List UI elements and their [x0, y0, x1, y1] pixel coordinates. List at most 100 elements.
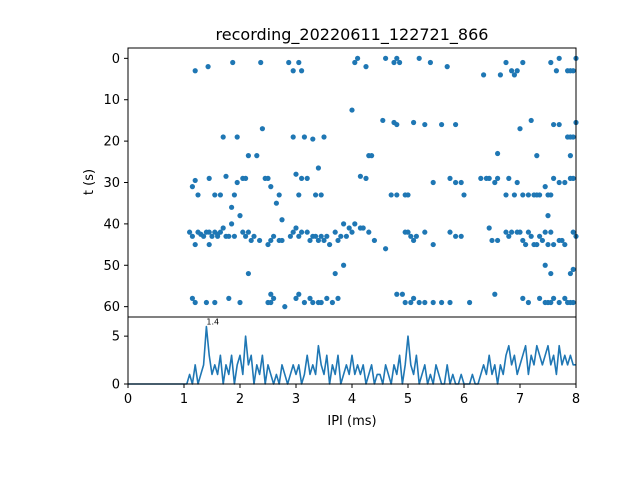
raster-point: [520, 59, 526, 66]
raster-point: [231, 233, 237, 239]
raster-point: [206, 229, 212, 235]
raster-point: [567, 68, 574, 74]
raster-point: [369, 153, 375, 159]
raster-point: [315, 165, 321, 171]
raster-point: [187, 229, 193, 235]
raster-point: [268, 237, 274, 244]
raster-point: [318, 192, 324, 198]
histogram-line: [128, 325, 576, 385]
raster-point: [290, 229, 296, 235]
raster-point: [192, 177, 198, 184]
raster-point: [307, 295, 313, 301]
raster-point: [405, 192, 411, 198]
raster-point: [301, 134, 307, 140]
raster-point: [486, 225, 492, 231]
raster-point: [201, 233, 207, 239]
raster-point: [537, 192, 543, 198]
raster-point: [486, 175, 492, 181]
raster-point: [405, 229, 411, 235]
raster-point: [458, 233, 464, 239]
raster-point: [525, 192, 532, 198]
raster-point: [206, 241, 212, 248]
raster-point: [551, 241, 557, 248]
raster-point: [332, 229, 338, 235]
raster-point: [296, 192, 302, 198]
raster-point: [567, 270, 574, 277]
raster-point: [391, 59, 397, 66]
raster-point: [397, 59, 403, 66]
histogram-x-tick-label: 4: [348, 392, 356, 407]
raster-point: [570, 134, 576, 140]
raster-point: [548, 192, 554, 198]
raster-point: [245, 153, 251, 159]
raster-point: [268, 299, 274, 306]
raster-point: [411, 237, 417, 244]
raster-point: [447, 175, 453, 181]
raster-point: [346, 225, 352, 231]
raster-point: [293, 225, 299, 231]
raster-point: [416, 299, 422, 306]
histogram-x-tick-label: 8: [572, 392, 580, 407]
raster-point: [408, 299, 414, 306]
raster-point: [189, 184, 195, 190]
raster-point: [257, 237, 263, 244]
raster-point: [265, 241, 271, 248]
raster-point: [324, 295, 330, 301]
raster-point: [548, 270, 554, 277]
raster-point: [453, 179, 459, 186]
raster-point: [192, 68, 198, 74]
raster-points: [187, 55, 579, 310]
raster-point: [315, 237, 321, 244]
raster-point: [310, 136, 316, 142]
peak-annotation: 1.4: [206, 318, 219, 327]
raster-point: [534, 153, 540, 159]
raster-point: [276, 192, 282, 198]
raster-point: [304, 175, 310, 181]
raster-point: [567, 153, 574, 159]
raster-point: [439, 121, 445, 128]
raster-point: [237, 213, 243, 219]
raster-point: [439, 299, 445, 306]
raster-point: [271, 233, 277, 239]
histogram-x-tick-label: 6: [460, 392, 468, 407]
raster-point: [427, 59, 433, 66]
histogram-x-tick-label: 3: [292, 392, 300, 407]
raster-point: [556, 55, 562, 61]
histogram-x-tick-label: 7: [516, 392, 524, 407]
raster-point: [542, 229, 548, 235]
raster-point: [251, 233, 257, 239]
raster-point: [245, 229, 251, 235]
histogram-y-ticks: 05: [112, 330, 128, 393]
raster-point: [551, 175, 557, 181]
raster-point: [506, 175, 512, 181]
raster-point: [234, 134, 240, 140]
raster-point: [240, 229, 246, 235]
raster-point: [399, 291, 405, 297]
raster-y-ticks: 0 10 20 30 40 50 60: [103, 52, 128, 315]
raster-point: [537, 295, 543, 301]
histogram-x-tick-label: 1: [180, 392, 188, 407]
raster-point: [562, 295, 568, 301]
raster-point: [371, 237, 377, 244]
raster-point: [307, 237, 313, 244]
raster-y-tick-label: 10: [103, 93, 120, 108]
raster-point: [503, 229, 509, 235]
raster-point: [545, 241, 551, 248]
raster-point: [265, 175, 271, 181]
raster-point: [408, 233, 414, 239]
raster-point: [520, 237, 526, 244]
raster-point: [363, 64, 369, 70]
raster-point: [329, 299, 335, 306]
raster-point: [492, 291, 498, 297]
raster-point: [492, 179, 498, 186]
raster-point: [313, 192, 319, 198]
raster-point: [542, 262, 548, 268]
raster-point: [230, 59, 236, 66]
raster-point: [335, 237, 341, 244]
raster-point: [338, 233, 344, 239]
raster-point: [318, 299, 324, 306]
histogram-x-ticks: 0 1 2 3 4 5 6 7 8: [124, 384, 580, 407]
raster-point: [192, 299, 198, 306]
raster-point: [383, 55, 389, 61]
